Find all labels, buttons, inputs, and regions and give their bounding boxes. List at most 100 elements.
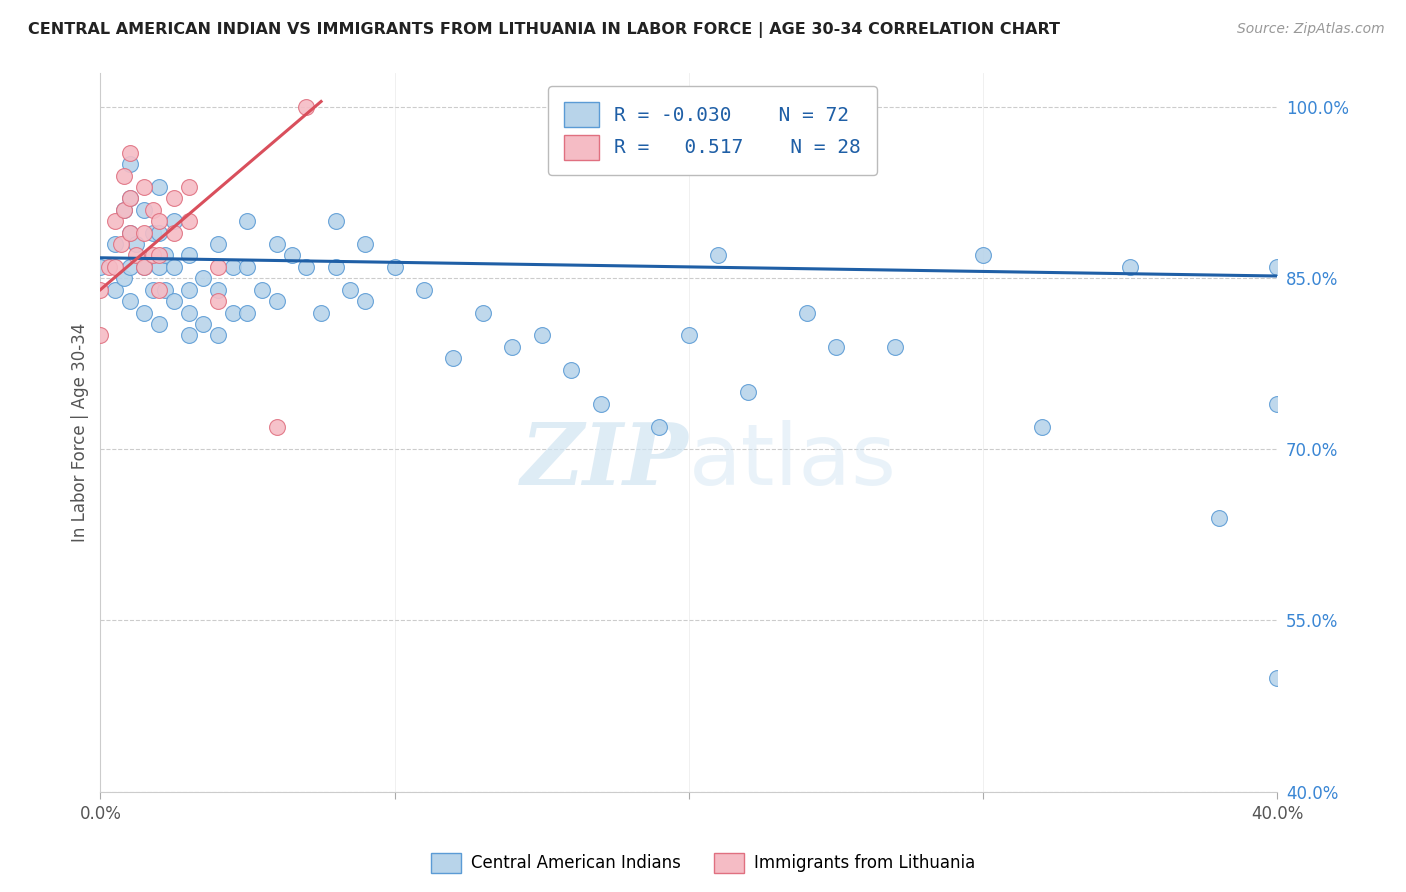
Point: [207, 237, 229, 252]
Point: [177, 180, 200, 194]
Point: [1267, 260, 1289, 274]
Point: [112, 202, 135, 217]
Point: [112, 169, 135, 183]
Point: [118, 226, 141, 240]
Point: [118, 191, 141, 205]
Point: [163, 294, 186, 309]
Point: [354, 237, 377, 252]
Point: [222, 305, 245, 319]
Point: [325, 260, 347, 274]
Point: [104, 260, 127, 274]
Point: [118, 145, 141, 160]
Point: [678, 328, 700, 343]
Point: [148, 260, 170, 274]
Point: [589, 397, 612, 411]
Point: [112, 202, 135, 217]
Text: ZIP: ZIP: [522, 419, 689, 503]
Point: [280, 248, 302, 262]
Point: [98, 260, 121, 274]
Point: [118, 226, 141, 240]
Point: [118, 260, 141, 274]
Point: [207, 283, 229, 297]
Point: [443, 351, 465, 366]
Point: [295, 260, 318, 274]
Point: [883, 340, 905, 354]
Legend: R = -0.030    N = 72, R =   0.517    N = 28: R = -0.030 N = 72, R = 0.517 N = 28: [548, 87, 877, 175]
Text: atlas: atlas: [689, 419, 897, 502]
Point: [148, 180, 170, 194]
Point: [118, 294, 141, 309]
Point: [153, 248, 176, 262]
Point: [163, 226, 186, 240]
Point: [1208, 511, 1230, 525]
Point: [1267, 397, 1289, 411]
Point: [142, 202, 165, 217]
Point: [153, 283, 176, 297]
Point: [142, 226, 165, 240]
Point: [142, 283, 165, 297]
Point: [177, 214, 200, 228]
Point: [207, 328, 229, 343]
Point: [104, 283, 127, 297]
Point: [471, 305, 494, 319]
Point: [134, 260, 156, 274]
Point: [1119, 260, 1142, 274]
Point: [112, 271, 135, 285]
Point: [89, 328, 111, 343]
Point: [501, 340, 523, 354]
Point: [148, 248, 170, 262]
Point: [707, 248, 730, 262]
Point: [89, 283, 111, 297]
Point: [134, 305, 156, 319]
Point: [148, 226, 170, 240]
Point: [118, 157, 141, 171]
Point: [193, 271, 215, 285]
Point: [236, 214, 259, 228]
Point: [266, 294, 288, 309]
Point: [104, 214, 127, 228]
Point: [207, 294, 229, 309]
Text: CENTRAL AMERICAN INDIAN VS IMMIGRANTS FROM LITHUANIA IN LABOR FORCE | AGE 30-34 : CENTRAL AMERICAN INDIAN VS IMMIGRANTS FR…: [28, 22, 1060, 38]
Point: [177, 248, 200, 262]
Point: [118, 191, 141, 205]
Point: [110, 237, 132, 252]
Point: [104, 237, 127, 252]
Point: [134, 260, 156, 274]
Point: [796, 305, 818, 319]
Point: [648, 419, 671, 434]
Point: [134, 226, 156, 240]
Point: [325, 214, 347, 228]
Point: [124, 237, 146, 252]
Point: [148, 214, 170, 228]
Point: [250, 283, 273, 297]
Point: [266, 237, 288, 252]
Point: [266, 419, 288, 434]
Point: [339, 283, 361, 297]
Point: [124, 248, 146, 262]
Point: [560, 362, 582, 376]
Point: [354, 294, 377, 309]
Point: [163, 260, 186, 274]
Point: [134, 180, 156, 194]
Point: [89, 260, 111, 274]
Point: [737, 385, 759, 400]
Y-axis label: In Labor Force | Age 30-34: In Labor Force | Age 30-34: [72, 323, 89, 542]
Point: [193, 317, 215, 331]
Point: [972, 248, 994, 262]
Point: [177, 283, 200, 297]
Point: [222, 260, 245, 274]
Point: [384, 260, 406, 274]
Point: [163, 191, 186, 205]
Point: [148, 283, 170, 297]
Point: [413, 283, 436, 297]
Text: Source: ZipAtlas.com: Source: ZipAtlas.com: [1237, 22, 1385, 37]
Point: [530, 328, 553, 343]
Point: [309, 305, 332, 319]
Point: [177, 305, 200, 319]
Point: [207, 260, 229, 274]
Legend: Central American Indians, Immigrants from Lithuania: Central American Indians, Immigrants fro…: [425, 847, 981, 880]
Point: [1267, 671, 1289, 685]
Point: [236, 260, 259, 274]
Point: [134, 202, 156, 217]
Point: [142, 248, 165, 262]
